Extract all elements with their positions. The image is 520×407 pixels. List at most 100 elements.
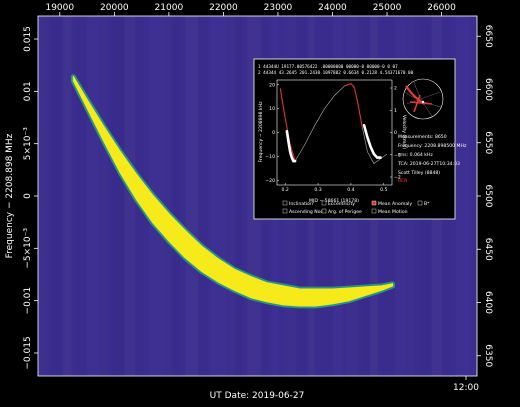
parameter-checkbox[interactable]: [282, 200, 288, 206]
x-top-tick-label: 21000: [155, 3, 184, 13]
noise-stripe: [38, 16, 44, 376]
inset-curves: [279, 82, 388, 164]
parameter-checkbox[interactable]: [321, 208, 327, 214]
info-line: Scott Tilley (8848): [398, 170, 440, 176]
signal-point: [184, 243, 186, 245]
noise-stripe: [124, 16, 136, 376]
noise-stripe: [87, 16, 100, 376]
x-axis-label: UT Date: 2019-06-27: [210, 391, 305, 401]
parameter-checkbox[interactable]: [417, 200, 423, 206]
parameter-checkbox-label: Eccentricity: [328, 201, 355, 207]
signal-point: [233, 279, 235, 281]
parameter-checkbox[interactable]: [321, 200, 327, 206]
signal-trace: [70, 74, 395, 309]
signal-point: [86, 103, 88, 105]
inset-y-tick-label: 0: [272, 130, 275, 136]
parameter-checkbox[interactable]: [371, 200, 377, 206]
signal-point: [250, 286, 252, 288]
signal-point: [135, 185, 137, 188]
inset-header-row-2: 2 44344 43.2645 201.2430 1097882 0.6634 …: [258, 70, 414, 76]
parameter-checkbox-legend: Inclination Eccentricity Mean Anomaly B* Asc…: [282, 200, 430, 215]
noise-stripe: [161, 16, 171, 376]
x-top-tick-label: 20000: [100, 3, 129, 13]
signal-point: [331, 295, 334, 298]
inset-header-row-1: 1 44344U 19177.00576422 .00000000 00000-…: [258, 64, 398, 70]
signal-point: [391, 284, 394, 286]
y-axis-label: Frequency − 2208.898 MHz: [5, 133, 15, 258]
y-right-tick-label: 6550: [483, 131, 493, 154]
parameter-checkbox-label: B*: [424, 201, 430, 207]
inset-x-axis-label: MJD − 58661 (19178): [309, 198, 359, 204]
x-top-tick-label: 26000: [427, 3, 456, 13]
parameter-checkbox-label: Mean Motion: [378, 209, 408, 215]
inset-y-axis-right-label: Velocity (km/s): [401, 115, 407, 149]
info-line: Measurements: 8650: [398, 134, 447, 140]
inset-x-tick-label: 0.3: [314, 187, 321, 193]
inset-info-block: Measurements: 8650 Frequency: 2208.89850…: [397, 134, 467, 184]
inset-y-tick-label: −10: [265, 154, 275, 160]
signal-point: [380, 287, 383, 289]
signal-point: [364, 290, 366, 292]
noise-stripe: [173, 16, 180, 376]
signal-point: [217, 269, 219, 271]
measured-curve: [285, 130, 297, 163]
x-bottom-tick-label: 12:00: [453, 383, 479, 393]
info-line: TCA: 2019-06-27T10:34:03: [397, 161, 460, 167]
noise-stripe: [99, 16, 108, 376]
signal-point: [299, 296, 301, 299]
inset-y-tick-label: −20: [265, 178, 275, 184]
predicted-curve-highlight: [344, 82, 363, 128]
noise-stripe: [234, 16, 243, 376]
y-left-tick-label: 5×10⁻³: [23, 127, 33, 160]
inset-y-right-tick-label: −1: [394, 152, 401, 158]
noise-stripe: [111, 16, 127, 376]
parameter-checkbox-label: Mean Anomaly: [378, 201, 412, 207]
x-top-tick-label: 24000: [318, 3, 347, 13]
noise-stripe: [39, 16, 49, 376]
parameter-checkbox[interactable]: [282, 208, 288, 214]
measured-curve: [362, 124, 382, 159]
y-right-tick-label: 6650: [483, 25, 493, 48]
y-left-tick-label: 0: [23, 193, 33, 199]
x-top-tick-label: 22000: [209, 3, 238, 13]
parameter-checkbox[interactable]: [371, 208, 377, 214]
noise-stripe: [456, 16, 470, 376]
info-highlight: BEN: [398, 178, 408, 184]
noise-stripe: [185, 16, 199, 376]
signal-point: [201, 258, 203, 260]
inset-y-right-tick-label: 2: [394, 86, 397, 92]
axis-ticks: 19000 20000 21000 22000 23000 24000 25000 26000…: [23, 3, 493, 393]
y-right-tick-label: 6600: [483, 78, 493, 101]
info-line: rms: 0.064 kHz: [398, 152, 433, 158]
info-line: Frequency: 2208.898500 MHz: [398, 143, 467, 149]
noise-stripe: [197, 16, 207, 376]
inset-x-tick-label: 0.2: [282, 187, 289, 193]
y-right-tick-label: 6450: [483, 238, 493, 261]
signal-point: [119, 160, 121, 163]
noise-stripe: [222, 16, 235, 376]
signal-point: [168, 226, 170, 228]
x-top-tick-label: 19000: [45, 3, 74, 13]
parameter-checkbox-label: Ascending Node: [289, 209, 326, 215]
inset-y-right-tick-label: −2: [394, 175, 401, 181]
noise-stripe: [62, 16, 72, 376]
signal-point: [151, 207, 154, 210]
inset-y-tick-label: 10: [269, 106, 275, 112]
y-left-tick-label: −0.01: [23, 287, 33, 315]
signal-point: [102, 132, 105, 134]
x-top-tick-label: 23000: [264, 3, 293, 13]
inset-y-right-tick-label: 0: [394, 130, 397, 136]
parameter-checkbox-label: Inclination: [289, 201, 313, 207]
inset-y-right-tick-label: 1: [394, 108, 397, 114]
signal-point: [266, 291, 268, 293]
inset-x-tick-label: 0.4: [347, 187, 354, 193]
inset-x-tick-label: 0.5: [380, 187, 387, 193]
y-left-tick-label: 0.015: [23, 26, 33, 52]
y-right-tick-label: 6350: [483, 344, 493, 367]
signal-core: [72, 76, 394, 307]
signal-point: [348, 293, 350, 295]
y-left-tick-label: 0.01: [23, 81, 33, 101]
